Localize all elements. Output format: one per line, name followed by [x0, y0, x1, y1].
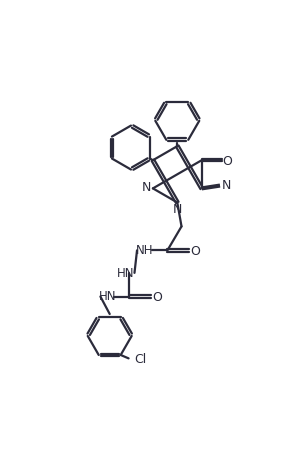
Text: N: N — [172, 202, 182, 216]
Text: O: O — [223, 154, 232, 167]
Text: N: N — [142, 181, 152, 194]
Text: HN: HN — [117, 266, 134, 279]
Text: O: O — [152, 290, 162, 304]
Text: N: N — [222, 178, 231, 191]
Text: HN: HN — [99, 289, 117, 302]
Text: Cl: Cl — [134, 352, 146, 365]
Text: O: O — [190, 244, 200, 257]
Text: NH: NH — [136, 243, 154, 256]
